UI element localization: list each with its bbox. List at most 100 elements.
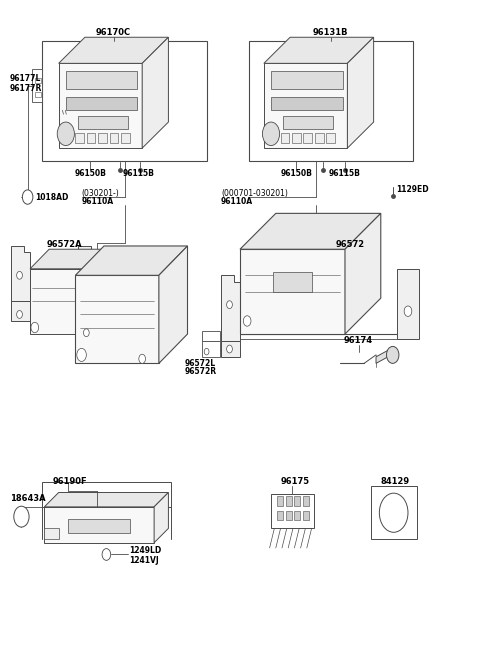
Circle shape xyxy=(84,329,89,337)
Polygon shape xyxy=(30,269,85,334)
Polygon shape xyxy=(221,275,240,341)
Text: 96110A: 96110A xyxy=(82,197,114,206)
Bar xyxy=(281,133,289,143)
Text: 96115B: 96115B xyxy=(328,169,360,178)
Bar xyxy=(274,272,312,291)
Bar xyxy=(286,511,291,520)
Bar xyxy=(271,97,343,110)
Text: (030201-): (030201-) xyxy=(82,189,120,198)
Text: 96150B: 96150B xyxy=(74,169,106,178)
Bar xyxy=(35,78,40,83)
Circle shape xyxy=(404,306,412,316)
Text: 96177L: 96177L xyxy=(10,74,41,83)
Circle shape xyxy=(77,348,86,362)
Text: 1241VJ: 1241VJ xyxy=(129,556,159,565)
Circle shape xyxy=(23,190,33,204)
Bar xyxy=(202,331,220,341)
Circle shape xyxy=(379,493,408,533)
Circle shape xyxy=(17,271,23,279)
Polygon shape xyxy=(221,341,240,357)
Polygon shape xyxy=(59,37,168,64)
Circle shape xyxy=(14,506,29,527)
Text: 96572L: 96572L xyxy=(185,359,216,368)
Bar xyxy=(78,115,128,128)
Polygon shape xyxy=(78,246,97,324)
Bar xyxy=(75,133,84,143)
Bar xyxy=(286,496,291,506)
Text: 96150B: 96150B xyxy=(281,169,312,178)
Polygon shape xyxy=(44,493,168,507)
Circle shape xyxy=(17,310,23,318)
Text: 96175: 96175 xyxy=(281,477,310,486)
Polygon shape xyxy=(44,507,154,543)
Bar xyxy=(303,511,309,520)
Polygon shape xyxy=(85,250,104,334)
Circle shape xyxy=(263,122,280,145)
Bar xyxy=(202,341,220,357)
Bar xyxy=(303,496,309,506)
Bar xyxy=(283,115,333,128)
Polygon shape xyxy=(240,214,381,250)
Circle shape xyxy=(243,316,251,326)
Polygon shape xyxy=(11,246,30,301)
Bar xyxy=(121,133,130,143)
Text: 1018AD: 1018AD xyxy=(35,193,68,202)
Circle shape xyxy=(227,345,232,353)
Bar xyxy=(33,69,42,102)
Bar xyxy=(326,133,335,143)
Polygon shape xyxy=(75,275,159,364)
Circle shape xyxy=(31,322,38,333)
Circle shape xyxy=(57,122,74,145)
Circle shape xyxy=(102,549,111,560)
Text: 1129ED: 1129ED xyxy=(396,185,429,194)
Polygon shape xyxy=(75,246,188,275)
Circle shape xyxy=(139,354,145,364)
Polygon shape xyxy=(78,324,97,341)
Text: 1249LD: 1249LD xyxy=(129,546,162,555)
Bar xyxy=(110,133,118,143)
Text: 96174: 96174 xyxy=(344,336,373,345)
Bar xyxy=(371,486,417,540)
Bar xyxy=(42,482,171,507)
Circle shape xyxy=(386,346,399,364)
Circle shape xyxy=(204,348,209,355)
Text: 96131B: 96131B xyxy=(313,28,348,37)
Bar xyxy=(277,511,283,520)
Bar xyxy=(249,41,413,161)
Bar xyxy=(303,133,312,143)
Polygon shape xyxy=(159,246,188,364)
Bar xyxy=(42,41,206,161)
Polygon shape xyxy=(348,37,373,148)
Text: (000701-030201): (000701-030201) xyxy=(221,189,288,198)
Bar xyxy=(87,133,96,143)
Text: 96190F: 96190F xyxy=(53,477,87,486)
Bar xyxy=(68,519,130,533)
Text: 96115B: 96115B xyxy=(122,169,154,178)
Text: 18643A: 18643A xyxy=(10,494,46,503)
Bar xyxy=(66,71,137,90)
Text: 96170C: 96170C xyxy=(96,28,131,37)
Bar xyxy=(315,133,324,143)
Bar xyxy=(277,496,283,506)
Bar xyxy=(35,92,40,97)
Polygon shape xyxy=(11,301,30,321)
Text: 96572R: 96572R xyxy=(185,367,217,377)
Polygon shape xyxy=(264,37,373,64)
Polygon shape xyxy=(345,214,381,334)
Text: 96110A: 96110A xyxy=(221,197,253,206)
Text: 84129: 84129 xyxy=(381,477,410,486)
Text: 96572: 96572 xyxy=(336,240,365,248)
Polygon shape xyxy=(397,269,419,339)
Polygon shape xyxy=(264,64,348,148)
Polygon shape xyxy=(59,64,142,148)
Polygon shape xyxy=(240,250,345,334)
Polygon shape xyxy=(30,250,104,269)
Bar xyxy=(271,71,343,90)
Bar xyxy=(44,528,59,540)
Polygon shape xyxy=(376,350,388,364)
Bar xyxy=(294,511,300,520)
Bar xyxy=(292,133,300,143)
Bar xyxy=(271,495,314,529)
Text: 96177R: 96177R xyxy=(10,84,42,93)
Polygon shape xyxy=(142,37,168,148)
